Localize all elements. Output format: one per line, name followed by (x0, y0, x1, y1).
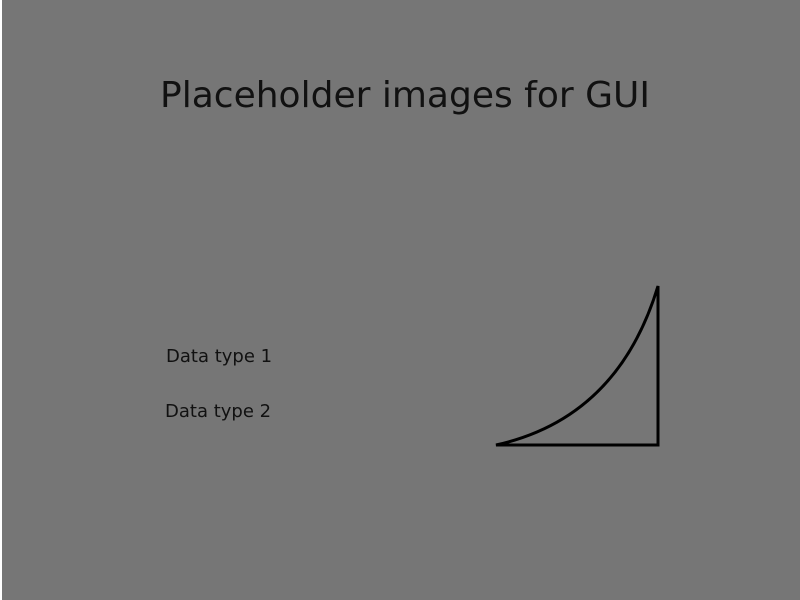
page-title: Placeholder images for GUI (160, 75, 650, 116)
data-type-2-label: Data type 2 (165, 401, 272, 422)
curve-triangle-icon (495, 285, 660, 447)
curve-triangle-outline (495, 285, 660, 447)
data-type-1-label: Data type 1 (166, 346, 273, 367)
